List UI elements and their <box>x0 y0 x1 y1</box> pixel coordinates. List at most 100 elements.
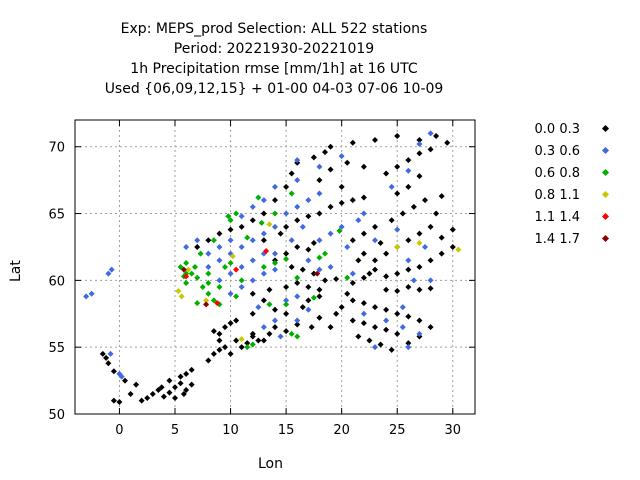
data-point <box>227 270 234 277</box>
legend-swatch <box>601 190 610 199</box>
data-point <box>249 330 256 337</box>
data-point <box>316 254 323 261</box>
data-point <box>105 270 112 277</box>
data-point <box>405 257 412 264</box>
data-point <box>333 310 340 317</box>
data-point <box>372 257 378 264</box>
data-point <box>355 217 362 224</box>
data-point <box>210 297 217 304</box>
data-point <box>233 337 240 344</box>
legend-item: 1.1 1.4 <box>490 210 620 228</box>
data-point <box>205 250 212 257</box>
x-tick-label: 25 <box>389 423 406 438</box>
y-tick-label: 50 <box>48 408 65 423</box>
data-point <box>405 340 412 347</box>
legend-swatch <box>601 124 610 133</box>
data-point <box>310 239 317 246</box>
data-point <box>288 330 295 337</box>
data-point <box>405 284 412 291</box>
data-point <box>349 280 356 287</box>
data-point <box>316 314 323 321</box>
data-point <box>118 373 125 380</box>
data-point <box>383 170 390 177</box>
data-point <box>438 250 445 257</box>
legend-item: 0.0 0.3 <box>490 122 620 140</box>
data-point <box>399 324 406 331</box>
data-point <box>310 294 317 301</box>
data-point <box>263 247 270 254</box>
data-point <box>405 266 412 273</box>
legend-label: 1.1 1.4 <box>534 210 580 225</box>
legend-label: 0.0 0.3 <box>534 122 580 137</box>
data-point <box>283 255 290 262</box>
data-point <box>205 290 212 297</box>
data-point <box>327 264 334 270</box>
data-point <box>205 280 212 287</box>
x-tick-label: 0 <box>115 423 123 438</box>
data-point <box>338 199 345 206</box>
data-point <box>308 324 315 331</box>
data-point <box>203 301 210 308</box>
data-point <box>427 285 434 292</box>
data-point <box>216 284 223 291</box>
data-point <box>360 310 367 317</box>
data-point <box>455 246 462 253</box>
data-point <box>183 370 190 377</box>
data-point <box>238 284 245 291</box>
data-point <box>205 357 212 364</box>
data-point <box>294 157 301 164</box>
data-point <box>216 257 223 264</box>
data-point <box>183 243 190 250</box>
data-point <box>199 284 206 291</box>
data-point <box>260 270 267 277</box>
data-point <box>110 397 117 404</box>
data-point <box>422 197 428 204</box>
data-point <box>249 217 256 224</box>
x-axis-title: Lon <box>258 456 283 472</box>
data-point <box>233 266 240 273</box>
data-point <box>405 313 412 320</box>
data-point <box>227 290 234 297</box>
data-point <box>222 324 228 331</box>
legend-item: 0.3 0.6 <box>490 144 620 162</box>
data-point <box>283 328 290 335</box>
data-point <box>449 226 456 233</box>
y-tick-label: 60 <box>48 274 65 289</box>
data-point <box>105 360 112 367</box>
data-point <box>99 350 106 357</box>
data-point <box>175 288 182 295</box>
data-point <box>194 237 201 244</box>
x-tick-label: 20 <box>333 423 350 438</box>
data-point <box>238 344 245 351</box>
data-point <box>422 243 428 250</box>
data-point <box>349 237 356 244</box>
legend-item: 0.8 1.1 <box>490 188 620 206</box>
data-point <box>103 354 110 361</box>
data-point <box>233 210 240 217</box>
data-point <box>203 297 210 304</box>
data-point <box>372 237 378 244</box>
data-point <box>427 130 434 137</box>
data-point <box>88 290 95 297</box>
data-point <box>394 190 401 197</box>
data-point <box>216 346 223 353</box>
x-tick-label: 30 <box>445 423 462 438</box>
data-point <box>227 350 234 357</box>
data-point <box>272 259 278 266</box>
data-point <box>283 183 290 190</box>
data-point <box>272 223 278 230</box>
data-point <box>294 317 301 324</box>
data-point <box>427 277 434 284</box>
data-point <box>249 310 256 317</box>
data-point <box>244 340 251 347</box>
data-point <box>83 293 90 300</box>
chart-title-line-2: Period: 20221930-20221019 <box>173 41 375 57</box>
data-point <box>305 257 312 264</box>
data-point <box>283 284 290 291</box>
data-point <box>266 221 273 228</box>
data-point <box>338 183 345 190</box>
legend-swatch <box>601 234 610 243</box>
data-point <box>338 153 345 160</box>
data-point <box>238 264 245 270</box>
